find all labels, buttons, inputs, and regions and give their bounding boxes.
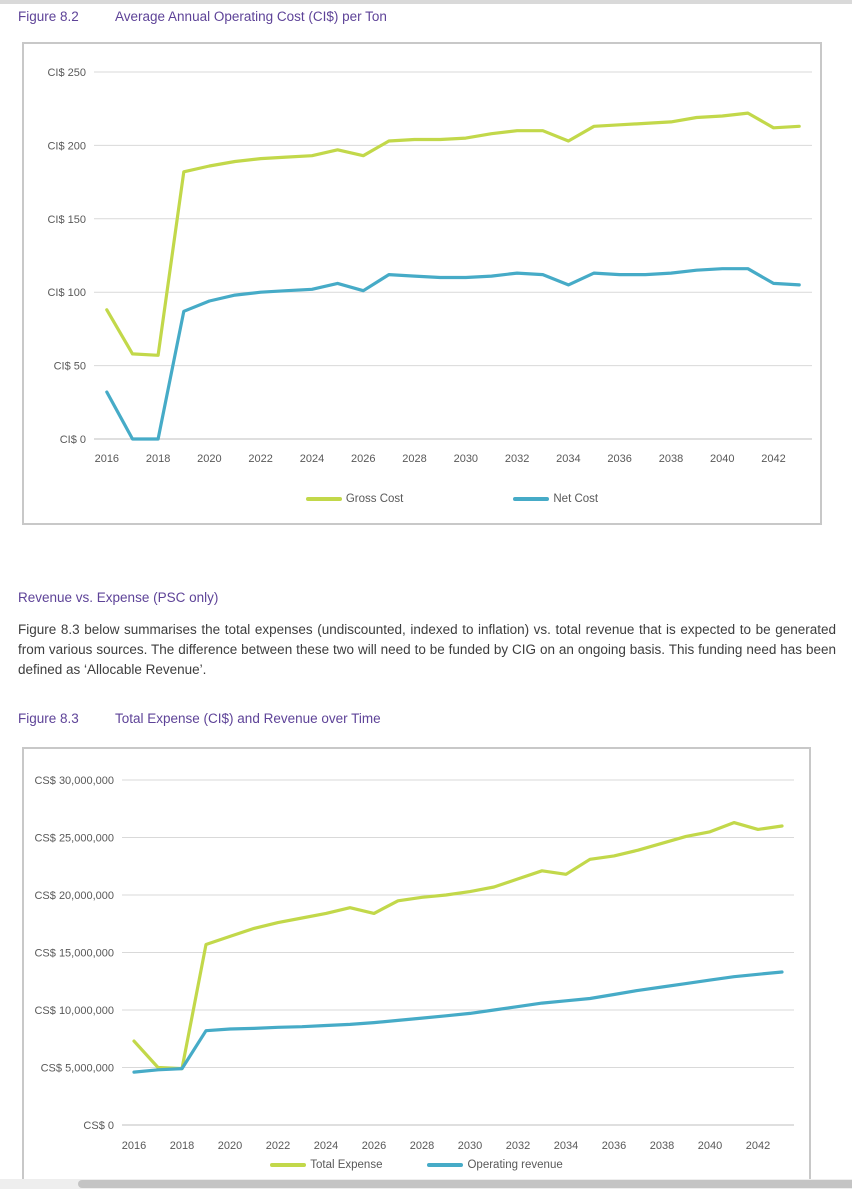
y-tick-label: CS$ 25,000,000 <box>34 833 114 845</box>
y-tick-label: CS$ 30,000,000 <box>34 775 114 787</box>
legend-net-cost: Net Cost <box>513 493 598 505</box>
figure-8-3-caption: Figure 8.3 Total Expense (CI$) and Revenu… <box>18 711 381 726</box>
x-tick-label: 2018 <box>146 453 170 465</box>
x-tick-label: 2036 <box>602 1140 626 1152</box>
figure-8-3-plot: CS$ 0 CS$ 5,000,000 CS$ 10,000,000 CS$ 15,0… <box>34 775 794 1152</box>
x-tick-label: 2024 <box>314 1140 338 1152</box>
x-tick-label: 2030 <box>454 453 478 465</box>
x-tick-label: 2016 <box>122 1140 146 1152</box>
legend-gross-cost: Gross Cost <box>305 493 404 505</box>
figure-8-2-chart: CI$ 0 CI$ 50 CI$ 100 CI$ 150 CI$ 200 CI$ 250 2… <box>22 42 822 525</box>
total-expense-line <box>132 820 784 1071</box>
x-tick-label: 2034 <box>554 1140 578 1152</box>
x-tick-label: 2038 <box>659 453 683 465</box>
x-tick-label: 2016 <box>95 453 119 465</box>
horizontal-scrollbar[interactable] <box>0 1179 852 1189</box>
x-tick-label: 2028 <box>410 1140 434 1152</box>
figure-8-3-chart: CS$ 0 CS$ 5,000,000 CS$ 10,000,000 CS$ 15,0… <box>22 747 811 1189</box>
figure-8-3-title: Total Expense (CI$) and Revenue over Tim… <box>115 711 381 726</box>
section-heading: Revenue vs. Expense (PSC only) <box>18 590 219 605</box>
total-expense-swatch <box>270 1163 307 1167</box>
figure-8-2-caption: Figure 8.2 Average Annual Operating Cost … <box>18 9 387 24</box>
y-tick-label: CS$ 0 <box>83 1120 114 1132</box>
legend-label-gross-cost: Gross Cost <box>345 493 404 505</box>
body-paragraph: Figure 8.3 below summarises the total ex… <box>18 622 836 677</box>
x-tick-label: 2036 <box>607 453 631 465</box>
page-top-divider <box>0 0 852 4</box>
legend-total-expense: Total Expense <box>270 1159 382 1171</box>
operating-revenue-line <box>132 970 784 1074</box>
y-tick-label: CI$ 100 <box>47 287 86 299</box>
legend-label-operating-revenue: Operating revenue <box>467 1159 563 1171</box>
x-tick-label: 2032 <box>505 453 529 465</box>
legend-label-total-expense: Total Expense <box>310 1159 383 1171</box>
x-tick-label: 2034 <box>556 453 580 465</box>
figure-8-2-label: Figure 8.2 <box>18 9 79 24</box>
gross-cost-line <box>105 111 801 357</box>
figure-8-2-legend: Gross Cost Net Cost <box>94 491 810 507</box>
x-tick-label: 2026 <box>351 453 375 465</box>
x-tick-label: 2020 <box>197 453 221 465</box>
x-tick-label: 2042 <box>746 1140 770 1152</box>
figure-8-2-title: Average Annual Operating Cost (CI$) per … <box>115 9 387 24</box>
net-cost-line <box>105 267 801 441</box>
x-tick-label: 2032 <box>506 1140 530 1152</box>
figure-8-2-plot: CI$ 0 CI$ 50 CI$ 100 CI$ 150 CI$ 200 CI$ 250 2… <box>47 67 812 465</box>
y-tick-label: CI$ 150 <box>47 214 86 226</box>
figure-8-3-label: Figure 8.3 <box>18 711 79 726</box>
y-tick-label: CS$ 20,000,000 <box>34 890 114 902</box>
gross-cost-swatch <box>305 497 342 501</box>
legend-operating-revenue: Operating revenue <box>427 1159 563 1171</box>
x-tick-label: 2022 <box>248 453 272 465</box>
net-cost-swatch <box>513 497 550 501</box>
legend-label-net-cost: Net Cost <box>553 493 599 505</box>
x-tick-label: 2028 <box>402 453 426 465</box>
x-tick-label: 2042 <box>761 453 785 465</box>
x-tick-label: 2040 <box>710 453 734 465</box>
x-tick-label: 2020 <box>218 1140 242 1152</box>
operating-revenue-swatch <box>427 1163 464 1167</box>
x-tick-label: 2030 <box>458 1140 482 1152</box>
x-tick-label: 2024 <box>300 453 324 465</box>
y-tick-label: CI$ 200 <box>47 140 86 152</box>
x-tick-label: 2026 <box>362 1140 386 1152</box>
y-tick-label: CI$ 250 <box>47 67 86 79</box>
y-tick-label: CI$ 50 <box>54 361 86 373</box>
y-tick-label: CS$ 5,000,000 <box>41 1063 114 1075</box>
x-tick-label: 2018 <box>170 1140 194 1152</box>
y-tick-label: CS$ 15,000,000 <box>34 948 114 960</box>
y-tick-label: CS$ 10,000,000 <box>34 1005 114 1017</box>
figure-8-3-legend: Total Expense Operating revenue <box>24 1157 809 1173</box>
y-tick-label: CI$ 0 <box>60 434 86 446</box>
scrollbar-thumb[interactable] <box>78 1180 852 1188</box>
x-tick-label: 2040 <box>698 1140 722 1152</box>
x-tick-label: 2022 <box>266 1140 290 1152</box>
x-tick-label: 2038 <box>650 1140 674 1152</box>
